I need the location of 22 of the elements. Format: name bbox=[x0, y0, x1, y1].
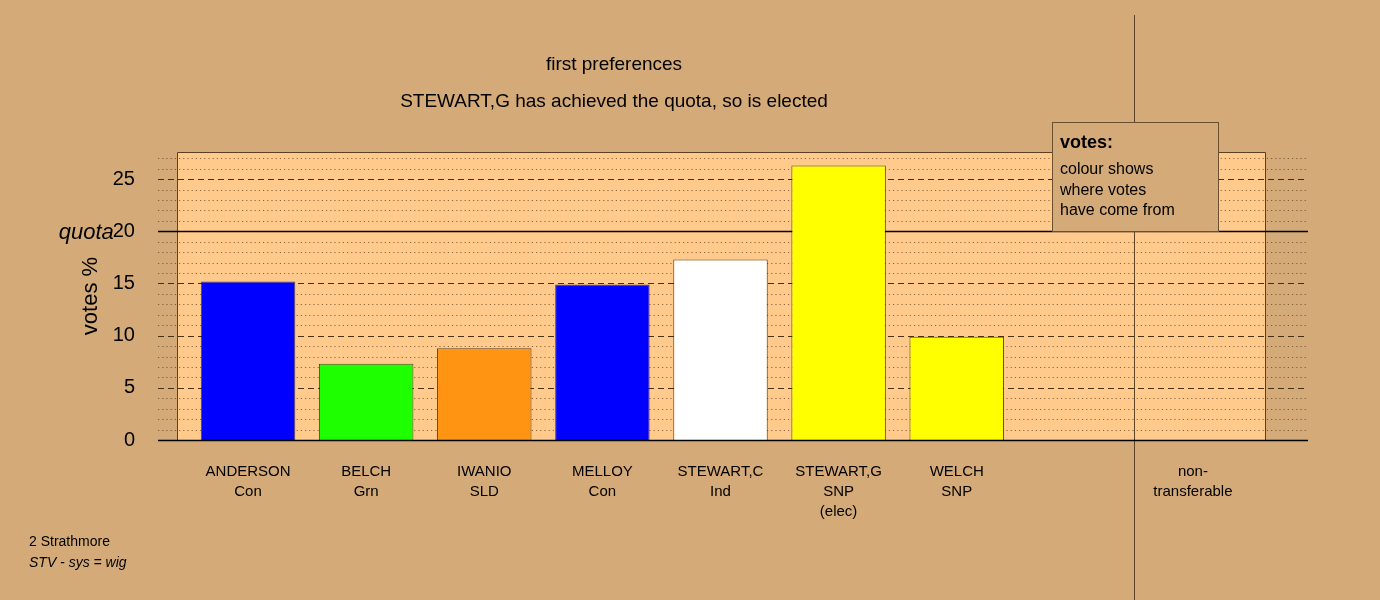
y-tick-label: 20 bbox=[112, 218, 135, 241]
annotation: colour shows where votes have come from bbox=[1060, 159, 1176, 220]
x-tick-label: IWANIO SLD bbox=[457, 462, 512, 500]
y-tick-label: 25 bbox=[112, 166, 135, 189]
x-tick-label: MELLOY Con bbox=[571, 462, 633, 500]
y-tick-label: 0 bbox=[123, 427, 135, 450]
y-tick-label: 15 bbox=[112, 270, 135, 293]
text: STV - sys = wig bbox=[29, 553, 127, 572]
text: 2 Strathmore bbox=[29, 532, 111, 551]
x-tick-label: WELCH SNP bbox=[929, 462, 984, 500]
x-tick-label: BELCH Grn bbox=[341, 462, 392, 500]
chart-subtitle: STEWART,G has achieved the quota, so is elected bbox=[400, 90, 828, 112]
x-tick-label: ANDERSON Con bbox=[205, 462, 291, 500]
note-box: votes: colour shows where votes have come from bbox=[1052, 122, 1219, 232]
x-tick-label: STEWART,G SNP (elec) bbox=[795, 462, 882, 520]
y-tick-label: 5 bbox=[123, 375, 135, 398]
y-axis-title: votes % bbox=[77, 256, 103, 336]
chart-title: first preferences bbox=[545, 53, 683, 75]
x-tick-label: STEWART,C Ind bbox=[677, 462, 764, 500]
y-tick-label: 10 bbox=[112, 323, 135, 346]
x-tick-label: non- transferable bbox=[1153, 462, 1233, 500]
ref-line-label: quota bbox=[58, 218, 114, 244]
